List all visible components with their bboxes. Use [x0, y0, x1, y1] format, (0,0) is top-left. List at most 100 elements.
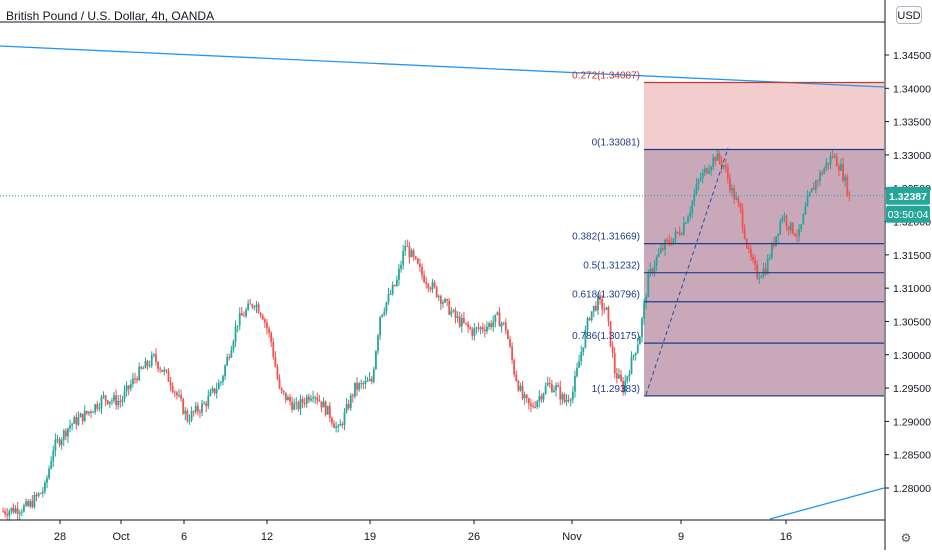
currency-button[interactable]: USD [896, 6, 922, 24]
candle-body [52, 450, 55, 462]
candle [693, 188, 696, 207]
candle-body [611, 346, 614, 354]
candle-body [64, 430, 67, 437]
candle [249, 298, 252, 305]
candle [846, 173, 849, 197]
candle-body [766, 258, 769, 274]
candle [615, 367, 618, 384]
candle [697, 178, 700, 191]
candle-body [622, 381, 625, 393]
candle-body [607, 307, 610, 322]
candle [483, 324, 486, 338]
candle [199, 409, 201, 419]
candle [289, 394, 291, 406]
candle [817, 179, 819, 188]
candle [747, 243, 750, 254]
candle [372, 366, 375, 384]
candle-body [113, 395, 115, 401]
current-price-label: 1.32387 [889, 191, 927, 203]
candle [802, 213, 805, 225]
candle [538, 390, 541, 408]
candle-body [102, 395, 105, 398]
candle-body [18, 512, 21, 514]
candle [768, 253, 771, 261]
candle-body [314, 397, 317, 399]
candle-body [574, 376, 576, 392]
candle [412, 248, 415, 261]
candle-body [672, 238, 675, 245]
candle [228, 353, 231, 361]
candle [163, 366, 166, 376]
candle-body [408, 246, 411, 258]
candle [435, 285, 438, 299]
candle [563, 392, 566, 404]
candle [400, 260, 402, 273]
candle [735, 192, 738, 201]
candle [247, 299, 250, 311]
candle-body [708, 170, 710, 174]
candle-body [226, 357, 229, 366]
candle [351, 393, 354, 403]
candle [31, 494, 34, 509]
candle-body [580, 351, 583, 362]
candle-body [161, 369, 164, 372]
candle-body [123, 391, 126, 400]
candle-body [393, 284, 396, 286]
x-tick-label: Oct [112, 531, 129, 543]
candle-body [387, 294, 390, 303]
candle-body [351, 395, 354, 397]
candle-body [402, 250, 405, 265]
candle-body [467, 323, 469, 328]
candle-body [848, 194, 851, 196]
candle-body [303, 402, 306, 404]
candle [142, 366, 145, 370]
candle [469, 325, 472, 330]
current-price-badge [886, 186, 930, 205]
candle-body [222, 376, 224, 382]
candle [475, 326, 478, 334]
candle [628, 370, 631, 382]
candle [592, 305, 595, 318]
candle-body [310, 398, 312, 401]
candle-body [349, 395, 352, 409]
candle [343, 408, 346, 431]
candle [134, 372, 136, 384]
candle-body [490, 323, 493, 328]
candle [148, 360, 151, 368]
settings-icon[interactable]: ⚙ [901, 531, 912, 545]
candle-body [590, 311, 593, 320]
candle [737, 195, 740, 208]
candle [253, 305, 256, 311]
candle-body [567, 399, 570, 401]
candle-body [219, 381, 222, 383]
candle-body [687, 216, 689, 223]
candle-body [230, 349, 233, 358]
candle [754, 254, 757, 272]
candle-body [735, 198, 738, 200]
candle-body [750, 249, 752, 257]
candle [714, 156, 717, 166]
candle [473, 322, 476, 341]
candle-body [840, 163, 842, 171]
candle [712, 153, 715, 171]
candle-body [266, 322, 268, 329]
candle-body [169, 381, 172, 386]
candle [182, 397, 185, 415]
candle-body [31, 501, 34, 508]
candle [582, 347, 585, 356]
candle [613, 347, 616, 379]
candle [234, 320, 237, 348]
candle-body [576, 367, 578, 377]
candle-body [649, 268, 652, 273]
candle-body [165, 369, 168, 371]
y-tick-label: 1.31000 [893, 283, 931, 295]
candle [297, 400, 300, 412]
candle-body [146, 360, 149, 366]
candle-body [842, 163, 844, 181]
candle-body [838, 166, 840, 171]
candle [136, 376, 138, 384]
candle [527, 397, 530, 410]
candle-body [29, 501, 32, 507]
